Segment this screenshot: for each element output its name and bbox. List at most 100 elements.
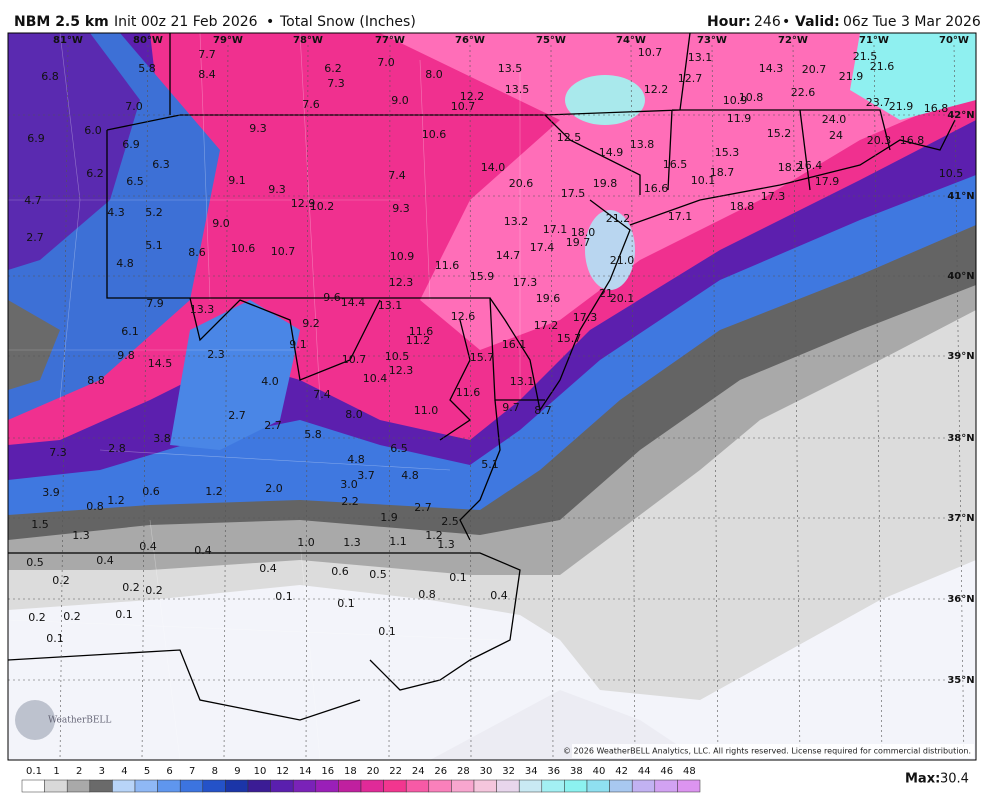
snow-amount: 21 [599, 287, 613, 300]
color-swatch [44, 779, 68, 793]
separator: • [266, 14, 274, 30]
snow-amount: 17.3 [761, 190, 786, 203]
color-swatch [66, 779, 91, 793]
snow-amount: 16.4 [798, 159, 823, 172]
model-name: NBM 2.5 km [14, 14, 109, 30]
snow-amount: 4.7 [24, 194, 42, 207]
snow-amount: 0.8 [418, 588, 436, 601]
snow-amount: 7.4 [313, 388, 331, 401]
legend-tick-label: 48 [683, 766, 696, 777]
snow-amount: 0.6 [331, 565, 349, 578]
snow-amount: 4.8 [116, 257, 134, 270]
snow-amount: 3.7 [357, 469, 375, 482]
snow-amount: 5.8 [304, 428, 322, 441]
snow-amount: 13.1 [378, 299, 403, 312]
color-swatch [112, 779, 136, 793]
legend-tick-label: 32 [502, 766, 515, 777]
snow-amount: 13.5 [505, 83, 530, 96]
snow-amount: 1.0 [297, 536, 315, 549]
snow-amount: 21.0 [610, 254, 635, 267]
snow-amount: 19.6 [536, 292, 561, 305]
snow-amount: 11.0 [414, 404, 439, 417]
snow-amount: 9.3 [249, 122, 267, 135]
legend-tick-label: 10 [254, 766, 267, 777]
snow-amount: 13.3 [190, 303, 215, 316]
color-swatch [225, 779, 249, 793]
snow-amount: 17.5 [561, 187, 586, 200]
color-swatch [496, 779, 520, 793]
snow-amount: 1.5 [31, 518, 49, 531]
snow-amount: 12.5 [557, 131, 582, 144]
snow-amount: 15.2 [767, 127, 792, 140]
snow-amount: 8.4 [198, 68, 216, 81]
color-swatch [428, 779, 452, 793]
latitude-label: 38°N [947, 433, 974, 444]
color-swatch [179, 779, 204, 793]
snow-amount: 9.0 [212, 217, 230, 230]
color-swatch [21, 779, 45, 793]
legend-tick-label: 12 [276, 766, 289, 777]
snow-amount: 10.7 [638, 46, 663, 59]
legend-tick-label: 18 [344, 766, 357, 777]
snow-amount: 16.5 [663, 158, 688, 171]
snow-amount: 4.8 [401, 469, 419, 482]
snow-amount: 4.3 [107, 206, 125, 219]
color-swatch [586, 779, 610, 793]
valid-label: Valid: [795, 14, 840, 30]
snow-amount: 7.0 [377, 56, 395, 69]
snow-amount: 9.1 [289, 338, 307, 351]
copyright: © 2026 WeatherBELL Analytics, LLC. All r… [563, 747, 971, 756]
snow-amount: 10.9 [390, 250, 415, 263]
legend-tick-label: 24 [412, 766, 425, 777]
snow-amount: 1.1 [389, 535, 407, 548]
snow-amount: 7.4 [388, 169, 406, 182]
snow-amount: 22.6 [791, 86, 816, 99]
snow-amount: 17.3 [573, 311, 598, 324]
snow-amount: 20.7 [802, 63, 827, 76]
snow-amount: 17.1 [543, 223, 568, 236]
legend-tick-label: 42 [615, 766, 628, 777]
snow-amount: 10.1 [691, 174, 716, 187]
snow-amount: 11.6 [435, 259, 460, 272]
legend-tick-label: 20 [367, 766, 380, 777]
snow-amount: 20.6 [509, 177, 534, 190]
snow-amount: 7.0 [125, 100, 143, 113]
legend-tick-label: 36 [547, 766, 560, 777]
snow-amount: 7.3 [49, 446, 67, 459]
snow-amount: 1.2 [205, 485, 223, 498]
snow-amount: 10.9 [723, 94, 748, 107]
longitude-label: 72°W [778, 35, 808, 46]
product-name: Total Snow (Inches) [279, 14, 416, 30]
snow-amount: 13.1 [510, 375, 535, 388]
snow-amount: 6.5 [390, 442, 408, 455]
snow-amount: 7.6 [302, 98, 320, 111]
snow-amount: 17.1 [668, 210, 693, 223]
snow-amount: 18.0 [571, 226, 596, 239]
snow-amount: 9.0 [391, 94, 409, 107]
snow-amount: 23.7 [866, 96, 891, 109]
color-swatch [315, 779, 339, 793]
snow-amount: 24.0 [822, 113, 847, 126]
snow-amount: 3.8 [153, 432, 171, 445]
snow-amount: 15.9 [470, 270, 495, 283]
snow-amount: 13.8 [630, 138, 655, 151]
snow-amount: 21.5 [853, 50, 878, 63]
latitude-label: 41°N [947, 191, 974, 202]
snow-amount: 5.1 [145, 239, 163, 252]
snow-amount: 16.6 [644, 182, 669, 195]
legend-tick-label: 26 [434, 766, 447, 777]
snow-amount: 9.8 [117, 349, 135, 362]
init-time: Init 00z 21 Feb 2026 [114, 14, 258, 30]
snow-amount: 21.9 [889, 100, 914, 113]
snow-amount: 3.0 [340, 478, 358, 491]
color-swatch [631, 779, 656, 793]
snow-amount: 0.1 [337, 597, 355, 610]
snow-amount: 8.8 [87, 374, 105, 387]
longitude-label: 77°W [375, 35, 405, 46]
hour-label: Hour: [707, 14, 751, 30]
snow-amount: 0.8 [86, 500, 104, 513]
snow-amount: 17.3 [513, 276, 538, 289]
legend-tick-label: 34 [525, 766, 538, 777]
color-swatch [405, 779, 430, 793]
legend-tick-label: 46 [660, 766, 673, 777]
